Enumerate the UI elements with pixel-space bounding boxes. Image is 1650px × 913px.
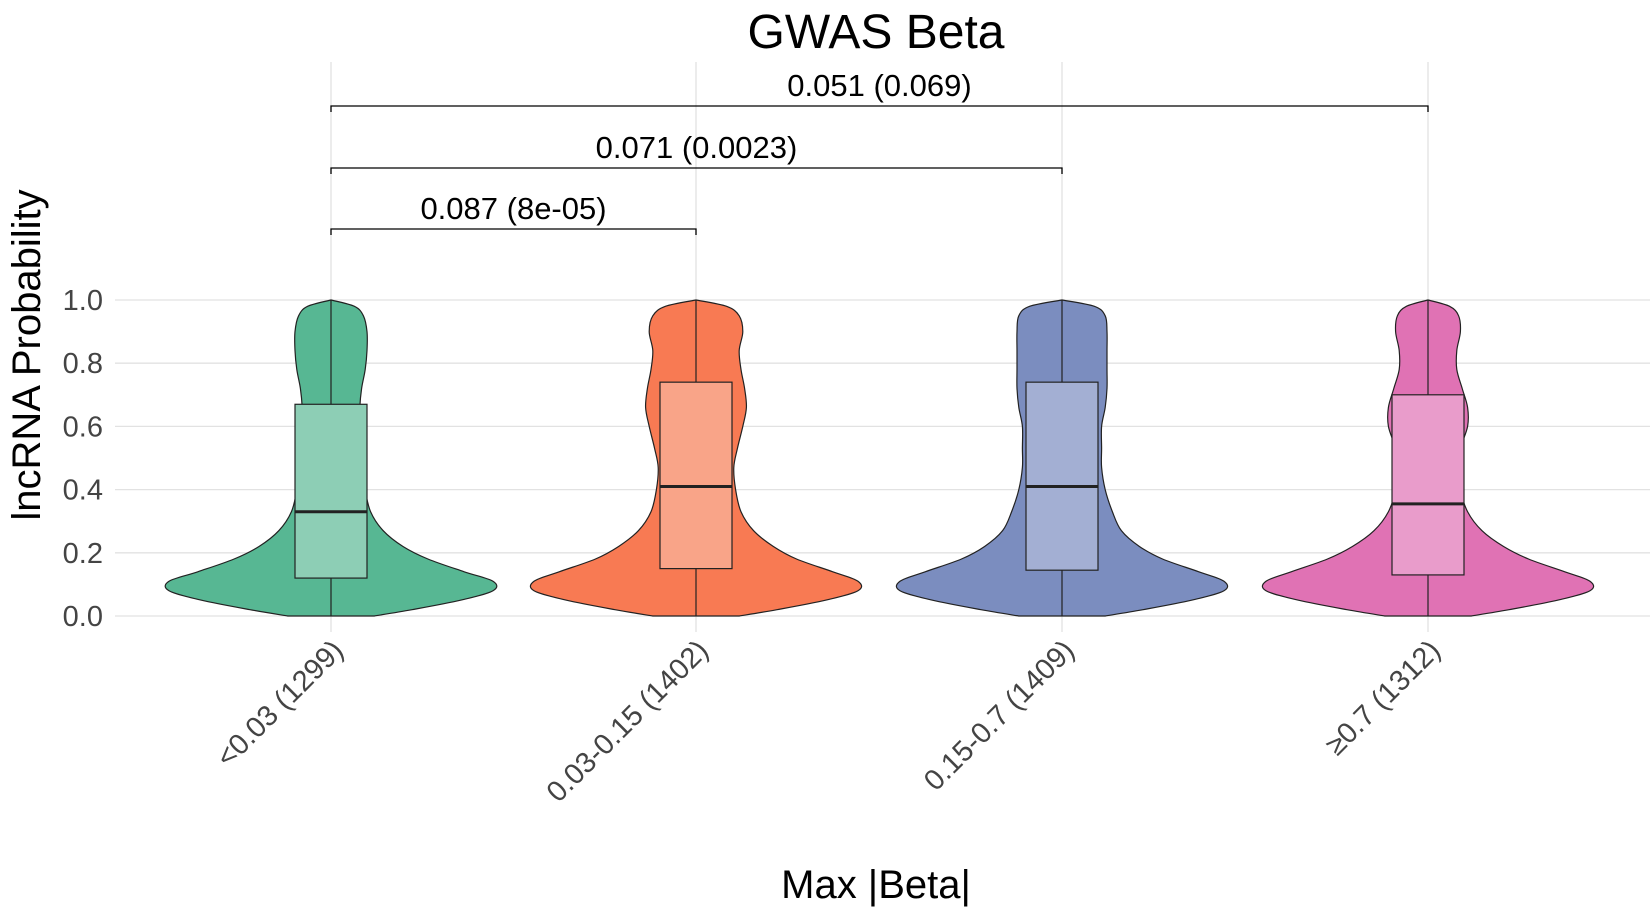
y-tick-label: 0.4: [63, 475, 103, 507]
x-category-label: 0.03-0.15 (1402): [541, 634, 715, 808]
violin-group: [529, 299, 863, 617]
y-axis-ticks: 0.0 0.2 0.4 0.6 0.8 1.0: [63, 285, 103, 633]
violin-series: [164, 299, 1595, 617]
x-category-label: 0.15-0.7 (1409): [918, 634, 1081, 797]
iqr-box: [1025, 381, 1099, 571]
iqr-box: [659, 381, 733, 570]
comparison-label: 0.051 (0.069): [787, 68, 971, 103]
y-tick-label: 0.6: [63, 411, 103, 443]
y-tick-label: 0.8: [63, 348, 103, 380]
comparison-bracket: 0.071 (0.0023): [330, 130, 1063, 174]
comparison-brackets: 0.087 (8e-05) 0.071 (0.0023) 0.051 (0.069): [330, 68, 1429, 235]
y-tick-label: 0.2: [63, 538, 103, 570]
vertical-gridlines: [330, 62, 1429, 632]
comparison-bracket: 0.051 (0.069): [330, 68, 1429, 112]
comparison-bracket: 0.087 (8e-05): [330, 191, 697, 235]
bracket-line: [330, 105, 1429, 112]
y-tick-label: 0.0: [63, 601, 103, 633]
y-axis-title: lncRNA Probability: [5, 189, 49, 520]
x-category-label: <0.03 (1299): [210, 634, 349, 773]
x-axis-title: Max |Beta|: [781, 863, 971, 907]
x-category-label: ≥0.7 (1312): [1320, 634, 1447, 761]
bracket-line: [330, 228, 697, 235]
comparison-label: 0.071 (0.0023): [596, 130, 798, 165]
comparison-label: 0.087 (8e-05): [420, 191, 606, 226]
iqr-box: [294, 403, 368, 579]
chart-title: GWAS Beta: [748, 6, 1005, 59]
violin-group: [895, 299, 1229, 617]
bracket-line: [330, 167, 1063, 174]
x-axis-ticks: <0.03 (1299) 0.03-0.15 (1402) 0.15-0.7 (14…: [210, 634, 1446, 808]
iqr-box: [1391, 394, 1465, 576]
violin-group: [1261, 299, 1595, 617]
y-tick-label: 1.0: [63, 285, 103, 317]
violin-group: [164, 299, 498, 617]
